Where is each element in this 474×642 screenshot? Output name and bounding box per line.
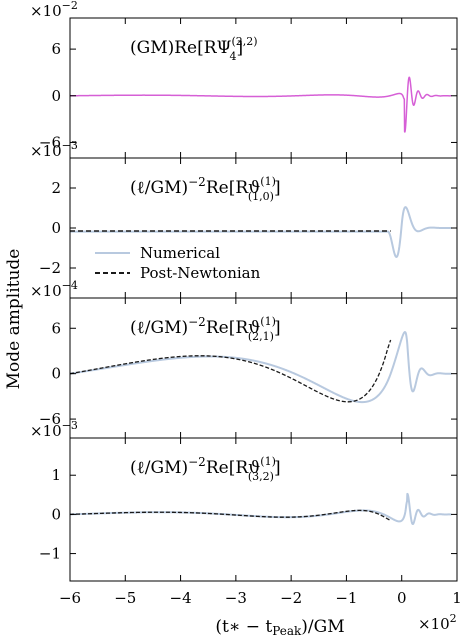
panel-title-tail: ] (274, 318, 281, 338)
panel-title-tail: ] (274, 458, 281, 478)
y-multiplier-exp: −2 (62, 0, 78, 12)
y-multiplier-base: ×10 (30, 282, 62, 300)
y-tick-label: 6 (51, 40, 61, 58)
legend-numerical-label: Numerical (140, 244, 220, 262)
svg-text:×102: ×102 (418, 612, 457, 633)
x-tick-label: −2 (280, 589, 302, 607)
panel-title-mid: Re[Rϑ (206, 178, 260, 198)
panel-title-sub: (2,1) (248, 330, 274, 343)
y-tick-label: 2 (51, 179, 61, 197)
panel-title-sup: (2,2) (231, 35, 257, 48)
x-multiplier-exp: 2 (450, 612, 457, 625)
x-tick-label: −1 (335, 589, 357, 607)
y-multiplier: ×10−2 (30, 0, 78, 20)
numerical-curve (70, 206, 453, 258)
x-axis-label: (t∗ − tPeak)/GM (215, 617, 344, 638)
panel-4: −101×10−3(ℓ/GM)−2Re[Rϑ(1) (3,2)]−6 −5 −4 −3−… (30, 419, 462, 607)
panel-title-mid: Re[Rϑ (206, 458, 260, 478)
y-tick-label: 0 (51, 87, 61, 105)
panel-title: (ℓ/GM)−2Re[Rϑ(1) (1,0)] (130, 175, 281, 203)
y-tick-label: −6 (39, 410, 61, 428)
panel-title: (ℓ/GM)−2Re[Rϑ(1) (3,2)] (130, 455, 281, 483)
y-tick-label: 0 (51, 365, 61, 383)
y-multiplier-exp: −4 (62, 279, 78, 292)
panel-title-mid: Re[Rϑ (206, 318, 260, 338)
panel-title-sub: 4 (230, 50, 237, 63)
panel-title-tail: ] (274, 178, 281, 198)
y-axis-label: Mode amplitude (4, 249, 24, 390)
legend: Numerical Post-Newtonian (95, 244, 261, 282)
panel-3: −606×10−4(ℓ/GM)−2Re[Rϑ(1) (2,1)] (30, 279, 458, 439)
y-multiplier: ×10−3 (30, 139, 78, 160)
panel-title-exp: −2 (188, 175, 206, 189)
x-tick-label: −4 (170, 589, 192, 607)
x-multiplier: ×102 (418, 612, 457, 633)
x-axis-label-tail: )/GM (301, 617, 344, 637)
y-tick-label: 6 (51, 319, 61, 337)
panel-title-sup: (1) (260, 315, 276, 328)
psi4-curve (70, 76, 452, 133)
post-newtonian-curve (70, 509, 392, 522)
y-multiplier: ×10−3 (30, 419, 78, 440)
x-tick-label: 0 (397, 589, 407, 607)
panel-curves (70, 76, 452, 133)
y-tick-label: 0 (51, 505, 61, 523)
y-multiplier-exp: −3 (62, 419, 78, 432)
y-multiplier-base: ×10 (30, 2, 62, 20)
panel-title-lead: (ℓ/GM) (130, 178, 188, 198)
y-multiplier-base: ×10 (30, 142, 62, 160)
y-tick-label: 0 (51, 219, 61, 237)
panel-title-sup: (1) (260, 455, 276, 468)
svg-text:(t∗ − tPeak)/GM: (t∗ − tPeak)/GM (215, 617, 344, 638)
panel-title: (ℓ/GM)−2Re[Rϑ(1) (2,1)] (130, 315, 281, 343)
numerical-curve (70, 331, 453, 404)
panel-title: (GM)Re[RΨ(2,2) 4] (130, 35, 258, 63)
x-tick-label: 1 (452, 589, 462, 607)
panel-title-sub: (3,2) (248, 470, 274, 483)
panel-title-exp: −2 (188, 315, 206, 329)
x-axis-label-lead: (t∗ − t (215, 617, 272, 637)
panel-curves (70, 331, 453, 404)
panel-title-sub: (1,0) (248, 190, 274, 203)
panel-frame (69, 437, 458, 582)
panel-title-exp: −2 (188, 455, 206, 469)
x-multiplier-base: ×10 (418, 615, 450, 633)
y-multiplier: ×10−4 (30, 279, 78, 300)
panel-1: −606×10−2(GM)Re[RΨ(2,2) 4] (30, 0, 458, 159)
panels: −606×10−2(GM)Re[RΨ(2,2) 4]−202×10−3(ℓ/GM)… (30, 0, 462, 607)
panel-2: −202×10−3(ℓ/GM)−2Re[Rϑ(1) (1,0)]Numerical… (30, 139, 458, 299)
panel-title-lead: (GM)Re[RΨ (130, 38, 232, 58)
post-newtonian-curve (70, 339, 392, 403)
panel-curves (70, 492, 453, 526)
y-tick-label: −2 (39, 259, 61, 277)
x-tick-label: −3 (225, 589, 247, 607)
panel-curves (70, 206, 453, 258)
legend-post-newtonian-label: Post-Newtonian (140, 264, 261, 282)
x-tick-label: −5 (114, 589, 136, 607)
panel-frame (69, 17, 458, 159)
panel-title-sup: (1) (260, 175, 276, 188)
y-multiplier-base: ×10 (30, 422, 62, 440)
panel-title-lead: (ℓ/GM) (130, 318, 188, 338)
y-tick-label: −6 (39, 133, 61, 151)
y-tick-label: −1 (39, 545, 61, 563)
numerical-curve (70, 492, 453, 526)
y-tick-label: 1 (51, 466, 61, 484)
y-multiplier-exp: −3 (62, 139, 78, 152)
x-tick-label: −6 (59, 589, 81, 607)
panel-title-tail: ] (237, 38, 244, 58)
panel-title-lead: (ℓ/GM) (130, 458, 188, 478)
x-axis-label-sub: Peak (272, 624, 302, 638)
